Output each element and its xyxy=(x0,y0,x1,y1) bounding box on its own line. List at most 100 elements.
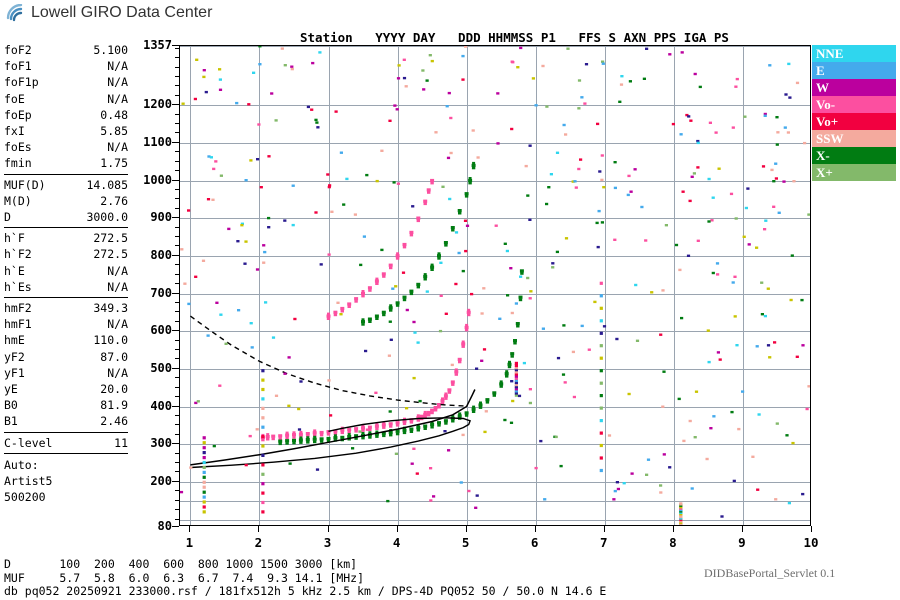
echo-point xyxy=(278,440,282,443)
echo-point xyxy=(240,224,243,226)
echo-point xyxy=(772,206,775,208)
x-axis-tick xyxy=(535,526,536,532)
echo-point xyxy=(450,152,453,154)
y-axis-minor-tick xyxy=(175,132,179,133)
echo-point xyxy=(285,439,289,442)
echo-point xyxy=(203,510,206,513)
echo-point xyxy=(719,358,722,360)
echo-point xyxy=(292,436,295,439)
echo-point xyxy=(434,406,438,409)
y-axis-minor-tick xyxy=(175,142,179,143)
echo-point xyxy=(733,276,736,278)
echo-point xyxy=(361,437,364,440)
echo-point xyxy=(410,234,413,237)
legend-item-x[interactable]: X- xyxy=(812,147,896,164)
legend-item-vo[interactable]: Vo- xyxy=(812,96,896,113)
echo-point xyxy=(772,180,775,182)
echo-point xyxy=(327,379,330,381)
echo-point xyxy=(249,159,252,161)
echo-point xyxy=(327,313,330,315)
echo-point xyxy=(203,461,206,464)
echo-point xyxy=(493,394,496,397)
echo-point xyxy=(437,424,440,427)
echo-point xyxy=(525,165,528,167)
echo-point xyxy=(547,186,550,188)
param-row-fof2: foF2 5.100 xyxy=(4,42,128,58)
y-axis-minor-tick xyxy=(175,377,179,378)
ionogram-plot[interactable] xyxy=(179,45,811,526)
echo-point xyxy=(602,63,605,65)
y-axis-minor-tick xyxy=(175,236,179,237)
param-key: fmin xyxy=(4,155,32,171)
echo-point xyxy=(662,371,665,373)
echo-point xyxy=(394,285,397,287)
echo-point xyxy=(203,496,206,499)
echo-point xyxy=(275,119,278,121)
echo-point xyxy=(784,93,787,95)
legend-item-e[interactable]: E xyxy=(812,62,896,79)
echo-point xyxy=(313,429,316,431)
echo-point xyxy=(447,449,450,451)
echo-point xyxy=(397,77,400,79)
param-value: 20.0 xyxy=(100,381,128,397)
echo-point xyxy=(458,412,461,414)
legend-item-vo[interactable]: Vo+ xyxy=(812,113,896,130)
param-key: foF1 xyxy=(4,58,32,74)
y-axis-minor-tick xyxy=(175,189,179,190)
echo-point xyxy=(735,344,738,346)
echo-point xyxy=(388,120,391,122)
legend-item-nne[interactable]: NNE xyxy=(812,45,896,62)
echo-point xyxy=(555,436,558,438)
echo-point xyxy=(333,311,337,314)
y-axis-label: 1357 xyxy=(143,38,172,52)
echo-point xyxy=(451,420,454,423)
echo-point xyxy=(668,466,671,468)
echo-point xyxy=(306,441,309,444)
x-axis: 1 2 3 4 5 6 7 8 9 10 xyxy=(179,526,811,552)
echo-point xyxy=(438,252,441,254)
echo-point xyxy=(709,427,712,429)
y-axis-minor-tick xyxy=(175,57,179,58)
echo-point xyxy=(306,432,310,435)
y-axis-minor-tick xyxy=(175,114,179,115)
legend-item-ssw[interactable]: SSW xyxy=(812,130,896,147)
echo-point xyxy=(341,310,344,313)
echo-point xyxy=(588,349,591,351)
echo-point xyxy=(311,62,314,64)
echo-point xyxy=(602,186,605,188)
echo-point xyxy=(613,239,616,241)
echo-point xyxy=(467,314,470,317)
echo-point xyxy=(330,211,333,213)
echo-point xyxy=(430,409,434,412)
echo-point xyxy=(600,382,603,385)
echo-point xyxy=(579,158,582,160)
echo-point xyxy=(403,296,407,299)
echo-point xyxy=(256,158,259,160)
echo-point xyxy=(444,393,447,395)
echo-point xyxy=(396,301,400,304)
legend-item-w[interactable]: W xyxy=(812,79,896,96)
echo-point xyxy=(412,321,415,323)
echo-point xyxy=(600,294,603,297)
param-value: 349.3 xyxy=(93,300,128,316)
echo-point xyxy=(600,307,603,310)
legend-item-x[interactable]: X+ xyxy=(812,164,896,181)
echo-point xyxy=(505,375,508,378)
echo-point xyxy=(354,297,358,300)
echo-point xyxy=(299,437,302,439)
echo-point xyxy=(774,498,777,500)
param-group-divider xyxy=(4,174,128,175)
echo-point xyxy=(615,338,618,340)
echo-point xyxy=(680,317,683,319)
echo-point xyxy=(214,160,217,162)
echo-point xyxy=(600,344,603,347)
echo-point xyxy=(513,342,516,345)
echo-point xyxy=(465,324,468,326)
echo-point xyxy=(386,500,389,502)
echo-point xyxy=(258,63,261,65)
legend: NNE E W Vo- Vo+ SSW X- X+ xyxy=(812,45,896,181)
y-axis-minor-tick xyxy=(175,387,179,388)
echo-point xyxy=(496,92,499,94)
echo-point xyxy=(689,120,692,122)
echo-point xyxy=(403,243,407,246)
